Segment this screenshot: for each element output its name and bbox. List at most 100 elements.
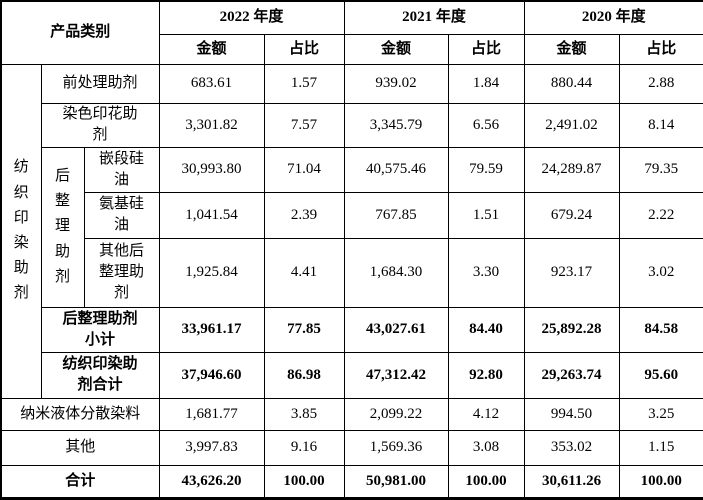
amount-2021: 1,684.30 bbox=[343, 237, 449, 308]
table-row: 其他后整理助剂 1,925.84 4.41 1,684.30 3.30 923.… bbox=[1, 237, 703, 308]
amount-2021: 40,575.46 bbox=[343, 146, 449, 193]
row-label-other: 其他 bbox=[0, 429, 160, 466]
amount-2020: 880.44 bbox=[523, 63, 620, 104]
group-label-text: 后整理助剂 bbox=[54, 168, 70, 285]
row-label-block-silicone-oil: 嵌段硅油 bbox=[83, 146, 160, 193]
amount-2021: 50,981.00 bbox=[343, 464, 449, 499]
amount-2020: 994.50 bbox=[523, 397, 620, 431]
ratio-2021: 3.30 bbox=[447, 237, 525, 308]
amount-2020: 353.02 bbox=[523, 429, 620, 466]
row-label-other-finishing: 其他后整理助剂 bbox=[83, 237, 160, 308]
ratio-2021: 100.00 bbox=[447, 464, 525, 499]
row-label-amino-silicone-oil: 氨基硅油 bbox=[83, 191, 160, 239]
amount-2022: 683.61 bbox=[158, 63, 265, 104]
amount-2020: 923.17 bbox=[523, 237, 620, 308]
header-ratio-2022: 占比 bbox=[263, 33, 345, 65]
ratio-2020: 79.35 bbox=[618, 146, 703, 193]
ratio-2022: 9.16 bbox=[263, 429, 345, 466]
amount-2021: 3,345.79 bbox=[343, 102, 449, 148]
ratio-2022: 71.04 bbox=[263, 146, 345, 193]
row-label-text: 纳米液体分散染料 bbox=[20, 405, 141, 422]
group-label-textile-dye-auxiliaries: 纺织印染助剂 bbox=[0, 63, 42, 399]
ratio-2020: 2.88 bbox=[618, 63, 703, 104]
ratio-2022: 100.00 bbox=[263, 464, 345, 499]
ratio-2020: 2.22 bbox=[618, 191, 703, 239]
amount-2022: 1,041.54 bbox=[158, 191, 265, 239]
row-label-dyeing-printing: 染色印花助剂 bbox=[40, 102, 160, 148]
amount-2020: 30,611.26 bbox=[523, 464, 620, 499]
table-row: 纺织印染助剂 前处理助剂 683.61 1.57 939.02 1.84 880… bbox=[0, 63, 703, 399]
row-label-text: 其他 bbox=[65, 439, 96, 455]
header-year-2021: 2021 年度 bbox=[343, 0, 525, 35]
header-product-category: 产品类别 bbox=[0, 0, 160, 65]
ratio-2020: 3.02 bbox=[618, 237, 703, 308]
amount-2022: 37,946.60 bbox=[158, 351, 265, 399]
row-label-text: 氨基硅油 bbox=[98, 196, 144, 233]
amount-2021: 2,099.22 bbox=[343, 397, 449, 431]
ratio-2022: 2.39 bbox=[263, 191, 345, 239]
amount-2021: 939.02 bbox=[343, 63, 449, 104]
subtotal-row-finishing: 后整理助剂小计 33,961.17 77.85 43,027.61 84.40 … bbox=[1, 306, 703, 353]
ratio-2022: 77.85 bbox=[263, 306, 345, 353]
table-row: 后整理助剂 嵌段硅油 30,993.80 71.04 40,575.46 79.… bbox=[1, 146, 703, 308]
row-label-text: 嵌段硅油 bbox=[98, 150, 144, 188]
ratio-2020: 1.15 bbox=[618, 429, 703, 466]
row-label-grand-total: 合计 bbox=[0, 464, 160, 499]
group-label-finishing-auxiliaries: 后整理助剂 bbox=[40, 146, 85, 308]
ratio-2020: 100.00 bbox=[618, 464, 703, 499]
table-row: 其他 3,997.83 9.16 1,569.36 3.08 353.02 1.… bbox=[0, 429, 703, 466]
ratio-2021: 1.51 bbox=[447, 191, 525, 239]
amount-2022: 1,681.77 bbox=[158, 397, 265, 431]
ratio-2020: 95.60 bbox=[618, 351, 703, 399]
row-label-text: 后整理助剂小计 bbox=[62, 310, 138, 348]
amount-2021: 767.85 bbox=[343, 191, 449, 239]
ratio-2020: 84.58 bbox=[618, 306, 703, 353]
amount-2021: 43,027.61 bbox=[343, 306, 449, 353]
table-row: 氨基硅油 1,041.54 2.39 767.85 1.51 679.24 2.… bbox=[1, 191, 703, 239]
amount-2020: 24,289.87 bbox=[523, 146, 620, 193]
row-label-text: 前处理助剂 bbox=[62, 75, 138, 91]
header-amount-2022: 金额 bbox=[158, 33, 265, 65]
ratio-2021: 6.56 bbox=[447, 102, 525, 148]
ratio-2021: 84.40 bbox=[447, 306, 525, 353]
amount-2020: 2,491.02 bbox=[523, 102, 620, 148]
amount-2020: 29,263.74 bbox=[523, 351, 620, 399]
ratio-2021: 92.80 bbox=[447, 351, 525, 399]
header-amount-2020: 金额 bbox=[523, 33, 620, 65]
amount-2022: 3,301.82 bbox=[158, 102, 265, 148]
ratio-2022: 4.41 bbox=[263, 237, 345, 308]
ratio-2022: 7.57 bbox=[263, 102, 345, 148]
ratio-2022: 3.85 bbox=[263, 397, 345, 431]
table-row: 染色印花助剂 3,301.82 7.57 3,345.79 6.56 2,491… bbox=[1, 102, 703, 148]
row-label-textile-total: 纺织印染助剂合计 bbox=[40, 351, 160, 399]
amount-2022: 3,997.83 bbox=[158, 429, 265, 466]
ratio-2021: 1.84 bbox=[447, 63, 525, 104]
ratio-2022: 86.98 bbox=[263, 351, 345, 399]
header-row-metrics: 金额 占比 金额 占比 金额 占比 bbox=[1, 33, 703, 65]
ratio-2020: 8.14 bbox=[618, 102, 703, 148]
ratio-2022: 1.57 bbox=[263, 63, 345, 104]
header-amount-2021: 金额 bbox=[343, 33, 449, 65]
amount-2022: 33,961.17 bbox=[158, 306, 265, 353]
row-label-text: 纺织印染助剂合计 bbox=[62, 356, 138, 393]
row-label-text: 其他后整理助剂 bbox=[98, 243, 144, 301]
group-label-text: 纺织印染助剂 bbox=[13, 159, 29, 302]
amount-2021: 1,569.36 bbox=[343, 429, 449, 466]
table-row: 纳米液体分散染料 1,681.77 3.85 2,099.22 4.12 994… bbox=[0, 397, 703, 431]
ratio-2021: 3.08 bbox=[447, 429, 525, 466]
header-ratio-2020: 占比 bbox=[618, 33, 703, 65]
amount-2022: 1,925.84 bbox=[158, 237, 265, 308]
header-year-2022: 2022 年度 bbox=[158, 0, 345, 35]
amount-2020: 25,892.28 bbox=[523, 306, 620, 353]
amount-2022: 30,993.80 bbox=[158, 146, 265, 193]
header-row-years: 产品类别 2022 年度 2021 年度 2020 年度 bbox=[0, 0, 703, 65]
header-ratio-2021: 占比 bbox=[447, 33, 525, 65]
ratio-2021: 79.59 bbox=[447, 146, 525, 193]
row-label-finishing-subtotal: 后整理助剂小计 bbox=[40, 306, 160, 353]
ratio-2021: 4.12 bbox=[447, 397, 525, 431]
header-year-2020: 2020 年度 bbox=[523, 0, 703, 35]
subtotal-row-textile: 纺织印染助剂合计 37,946.60 86.98 47,312.42 92.80… bbox=[1, 351, 703, 399]
row-label-pretreatment: 前处理助剂 bbox=[40, 63, 160, 104]
